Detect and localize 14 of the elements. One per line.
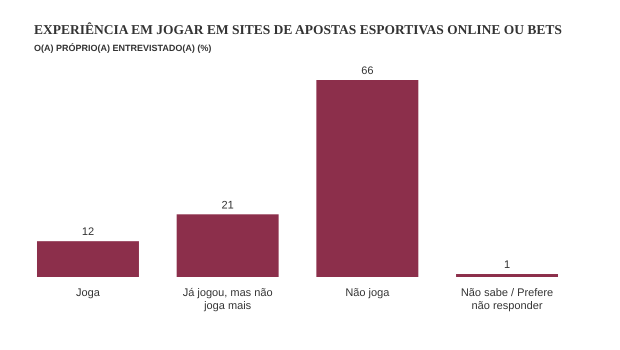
x-tick-label: Joga [76, 287, 101, 299]
x-tick-label: Já jogou, mas não joga mais [182, 287, 273, 312]
chart-subtitle: O(A) PRÓPRIO(A) ENTREVISTADO(A) (%) [34, 43, 212, 53]
x-tick-label: Não sabe / Prefere não responder [460, 287, 554, 312]
bar [36, 241, 139, 277]
data-label: 21 [222, 199, 234, 212]
data-label: 66 [361, 65, 374, 77]
data-label: 1 [504, 259, 510, 272]
bar [176, 214, 279, 277]
data-label: 12 [82, 226, 94, 238]
bar [316, 80, 418, 277]
chart-title: EXPERIÊNCIA EM JOGAR EM SITES DE APOSTAS ESPORTIVAS ONLINE OU BETS [34, 22, 562, 37]
bar [456, 274, 558, 277]
x-tick-label: Não joga [345, 287, 390, 299]
